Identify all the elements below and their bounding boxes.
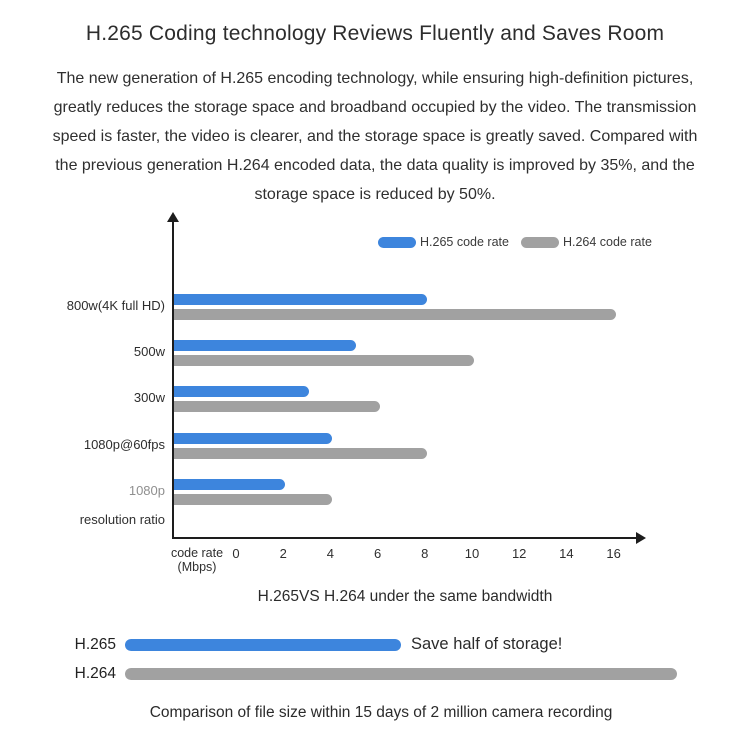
category-label-3: 1080p@60fps [83, 436, 165, 452]
x-tick-4: 4 [326, 546, 334, 561]
y-axis-arrow-icon [167, 212, 179, 222]
x-tick-16: 16 [606, 546, 621, 561]
x-tick-0: 0 [232, 546, 240, 561]
bar-h265-1 [174, 340, 356, 352]
bar-h264-4 [174, 493, 333, 505]
page-title: H.265 Coding technology Reviews Fluently… [85, 22, 665, 45]
bar-h265-0 [174, 294, 427, 305]
bar-h264-2 [174, 401, 380, 413]
bar-h265-3 [174, 432, 333, 444]
x-tick-6: 6 [373, 546, 382, 561]
chart-legend: H.265 code rate H.264 code rate [378, 235, 652, 249]
storage-bar-h265 [125, 639, 401, 651]
x-axis-title: code rate (Mbps) [166, 546, 228, 574]
legend-label-h264: H.264 code rate [562, 235, 652, 249]
legend-item-h265: H.265 code rate [378, 235, 509, 249]
storage-label-h265: H.265 [74, 636, 116, 653]
x-tick-12: 12 [511, 546, 527, 561]
bar-h265-4 [174, 478, 286, 490]
legend-label-h265: H.265 code rate [420, 235, 509, 249]
y-axis-bottom-label: resolution ratio [79, 512, 165, 527]
storage-label-h264: H.264 [74, 665, 116, 682]
y-axis-line [172, 221, 174, 539]
legend-swatch-h264-icon [520, 236, 559, 248]
x-axis-arrow-icon [636, 532, 646, 544]
x-tick-8: 8 [421, 546, 429, 561]
category-label-0: 800w(4K full HD) [66, 298, 165, 313]
bar-h264-3 [174, 447, 427, 459]
x-tick-10: 10 [464, 546, 480, 561]
category-label-2: 300w [133, 390, 165, 406]
x-tick-14: 14 [559, 546, 574, 561]
intro-paragraph: The new generation of H.265 encoding tec… [52, 70, 698, 203]
bar-h264-0 [174, 309, 616, 320]
x-tick-2: 2 [279, 546, 287, 561]
category-label-1: 500w [133, 344, 165, 360]
category-label-4: 1080p [128, 482, 165, 498]
storage-caption: Comparison of file size within 15 days o… [149, 704, 613, 721]
storage-annotation: Save half of storage! [411, 635, 563, 653]
x-axis-title-line1: code rate [170, 546, 224, 560]
chart-caption: H.265VS H.264 under the same bandwidth [257, 588, 553, 605]
bar-h265-2 [174, 386, 309, 398]
storage-bar-h264 [125, 668, 677, 680]
legend-swatch-h265-icon [378, 236, 416, 248]
x-axis-line [172, 537, 638, 539]
bar-h264-1 [174, 355, 474, 367]
x-axis-title-line2: (Mbps) [177, 560, 217, 574]
legend-item-h264: H.264 code rate [520, 235, 652, 249]
